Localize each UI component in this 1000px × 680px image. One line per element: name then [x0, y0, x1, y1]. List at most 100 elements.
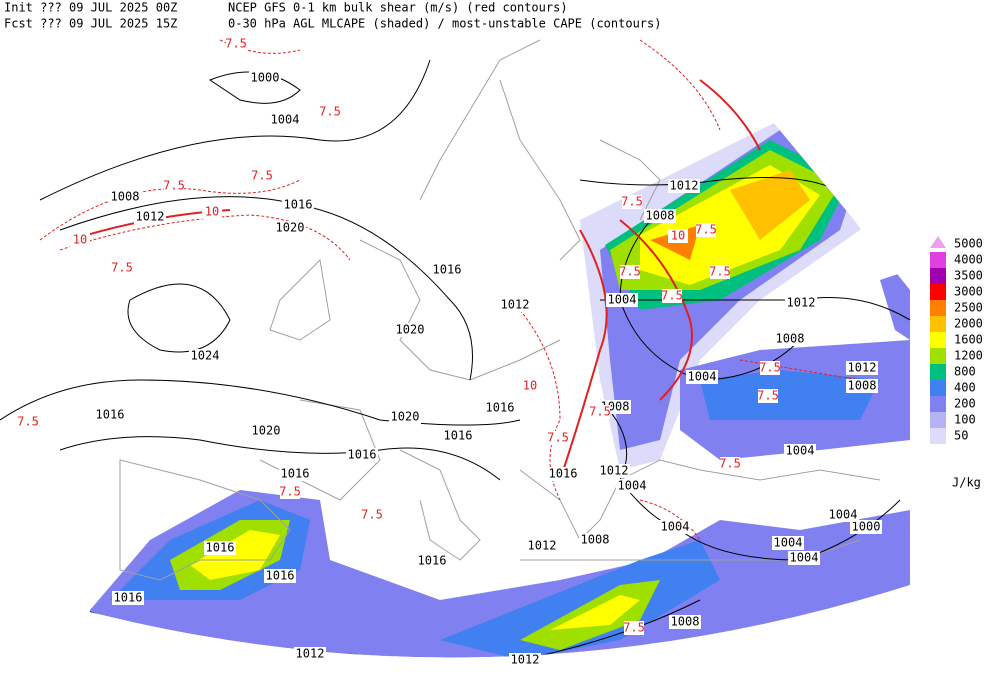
shear-label-bg: [758, 389, 778, 403]
isobar-label-bg: [686, 370, 718, 384]
shear-label: 7.5: [163, 179, 185, 193]
isobar-label: 1016: [266, 569, 295, 583]
isobar-label-bg: [346, 448, 378, 462]
isobar-label-bg: [294, 647, 326, 661]
shear-label: 7.5: [621, 195, 643, 209]
isobar-label: 1008: [848, 379, 877, 393]
legend-label: 2000: [954, 317, 983, 331]
isobar-label: 1016: [96, 408, 125, 422]
isobar-label-bg: [416, 554, 448, 568]
product-line: NCEP GFS 0-1 km bulk shear (m/s) (red co…: [228, 1, 568, 15]
isobar-label-bg: [264, 569, 296, 583]
legend-label: 3000: [954, 285, 983, 299]
isobar-label-bg: [644, 209, 676, 223]
legend-label: 2500: [954, 301, 983, 315]
isobar-label-bg: [579, 533, 611, 547]
isobar-label: 1012: [296, 647, 325, 661]
shear-label-bg: [520, 379, 540, 393]
isobar-label-bg: [668, 179, 700, 193]
isobar-label-bg: [282, 198, 314, 212]
shear-label: 10: [205, 205, 219, 219]
shear-label: 7.5: [111, 261, 133, 275]
legend-swatch: [930, 412, 946, 428]
legend-label: 400: [954, 381, 976, 395]
shear-label: 7.5: [251, 169, 273, 183]
isobar-label: 1020: [252, 424, 281, 438]
isobar-label-bg: [788, 551, 820, 565]
shear-label-bg: [164, 179, 184, 193]
isobar-label: 1004: [688, 370, 717, 384]
legend-swatch: [930, 348, 946, 364]
shear-label: 7.5: [547, 431, 569, 445]
shear-label: 7.5: [361, 508, 383, 522]
legend-label: 1600: [954, 333, 983, 347]
init-line: Init ??? 09 JUL 2025 00Z: [4, 1, 177, 15]
isobar-label: 1016: [486, 401, 515, 415]
shear-label-bg: [18, 415, 38, 429]
legend-swatch: [930, 284, 946, 300]
shear-label: 7.5: [319, 105, 341, 119]
isobar-label: 1008: [581, 533, 610, 547]
isobar-label: 1008: [776, 332, 805, 346]
shear-label: 7.5: [225, 37, 247, 51]
shear-label: 7.5: [759, 361, 781, 375]
shear-label-bg: [696, 223, 716, 237]
legend-swatch: [930, 380, 946, 396]
isobar-label-bg: [547, 467, 579, 481]
shear-label-bg: [320, 105, 340, 119]
map: [0, 39, 910, 658]
isobar-label: 1004: [618, 479, 647, 493]
isobar-label: 1004: [774, 536, 803, 550]
legend-label: 4000: [954, 253, 983, 267]
shear-label-bg: [280, 485, 300, 499]
isobar-label: 1012: [511, 653, 540, 667]
isobar-label-bg: [606, 293, 638, 307]
isobar-label: 1016: [284, 198, 313, 212]
isobar-label: 1012: [136, 210, 165, 224]
isobar-label-bg: [249, 71, 281, 85]
legend-swatch: [930, 268, 946, 284]
legend-label: 3500: [954, 269, 983, 283]
shear-label: 7.5: [719, 457, 741, 471]
isobar-label: 1012: [528, 539, 557, 553]
shear-label-bg: [620, 265, 640, 279]
legend-swatch: [930, 300, 946, 316]
fcst-line: Fcst ??? 09 JUL 2025 15Z: [4, 17, 177, 31]
isobar-label-bg: [431, 263, 463, 277]
isobar-label: 1012: [501, 298, 530, 312]
legend-label: 5000: [954, 237, 983, 251]
shear-label: 7.5: [757, 389, 779, 403]
isobar-label: 1004: [608, 293, 637, 307]
shear-label-bg: [548, 431, 568, 445]
shear-label: 7.5: [589, 405, 611, 419]
isobar-label: 1020: [396, 323, 425, 337]
isobar-label-bg: [279, 467, 311, 481]
shear-label: 7.5: [17, 415, 39, 429]
isobar-label: 1012: [600, 464, 629, 478]
isobar-label-bg: [509, 653, 541, 667]
cape-shading: [90, 120, 910, 658]
isobar-label: 1004: [661, 520, 690, 534]
legend-swatch: [930, 236, 946, 248]
isobar-label: 1016: [206, 541, 235, 555]
shear-label: 10: [523, 379, 537, 393]
isobar-label-bg: [827, 508, 859, 522]
isobar-label: 1016: [433, 263, 462, 277]
isobar-label: 1008: [646, 209, 675, 223]
legend-label: 50: [954, 429, 968, 443]
isobar-label-bg: [499, 298, 531, 312]
shear-label: 10: [73, 233, 87, 247]
isobar-label-bg: [774, 332, 806, 346]
shear-label: 7.5: [619, 265, 641, 279]
shear-label-bg: [662, 289, 682, 303]
isobar-label: 1004: [790, 551, 819, 565]
isobar-label: 1024: [191, 349, 220, 363]
isobar-label-bg: [134, 210, 166, 224]
isobar-label-bg: [846, 379, 878, 393]
isobar-label-bg: [772, 536, 804, 550]
shear-label: 7.5: [695, 223, 717, 237]
shear-label-bg: [760, 361, 780, 375]
shear-label-bg: [226, 37, 246, 51]
isobar-label: 1012: [670, 179, 699, 193]
